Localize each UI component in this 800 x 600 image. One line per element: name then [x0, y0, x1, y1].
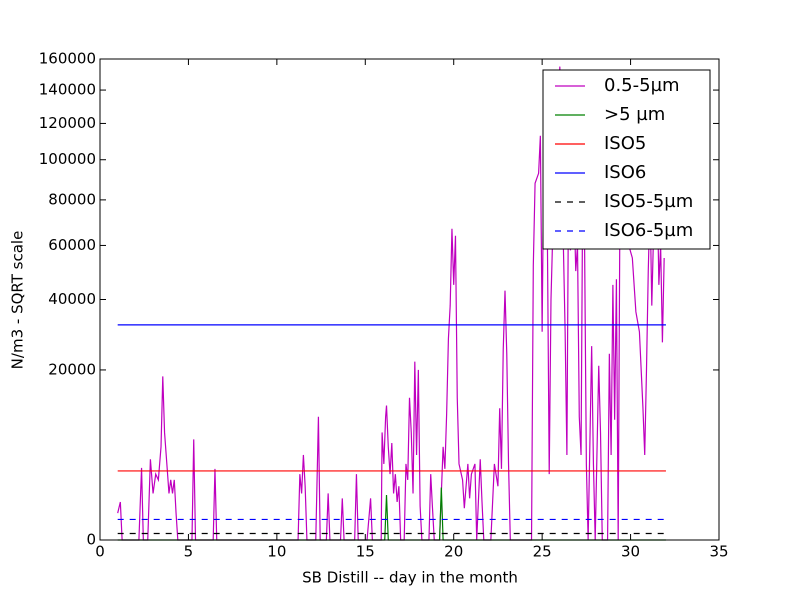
y-tick-label: 20000 — [48, 360, 96, 378]
legend-box — [542, 69, 711, 250]
legend-label: 0.5-5µm — [604, 75, 680, 96]
y-tick-label: 100000 — [39, 150, 96, 168]
legend-label: >5 µm — [604, 104, 665, 125]
y-axis-label: N/m3 - SQRT scale — [9, 231, 27, 370]
legend-label: ISO6 — [604, 162, 646, 183]
x-tick-label: 30 — [621, 543, 640, 561]
legend-label: ISO5-5µm — [604, 191, 693, 212]
series-line — [117, 66, 665, 541]
y-tick-label: 120000 — [39, 114, 96, 132]
x-tick-label: 20 — [444, 543, 463, 561]
x-tick-label: 0 — [95, 543, 105, 561]
x-axis-label: SB Distill -- day in the month — [302, 569, 518, 587]
x-tick-label: 5 — [184, 543, 194, 561]
y-tick-label: 160000 — [39, 50, 96, 68]
y-tick-label: 40000 — [48, 290, 96, 308]
y-tick-label: 80000 — [48, 190, 96, 208]
x-tick-label: 35 — [709, 543, 728, 561]
y-tick-label: 140000 — [39, 81, 96, 99]
legend-label: ISO6-5µm — [604, 220, 693, 241]
x-tick-label: 15 — [356, 543, 375, 561]
y-tick-label: 60000 — [48, 236, 96, 254]
x-tick-label: 25 — [533, 543, 552, 561]
y-tick-label: 0 — [86, 531, 96, 549]
legend: 0.5-5µm >5 µm ISO5 ISO6 ISO5-5µm ISO6-5µm — [542, 69, 711, 250]
x-tick-label: 10 — [267, 543, 286, 561]
legend-label: ISO5 — [604, 133, 646, 154]
